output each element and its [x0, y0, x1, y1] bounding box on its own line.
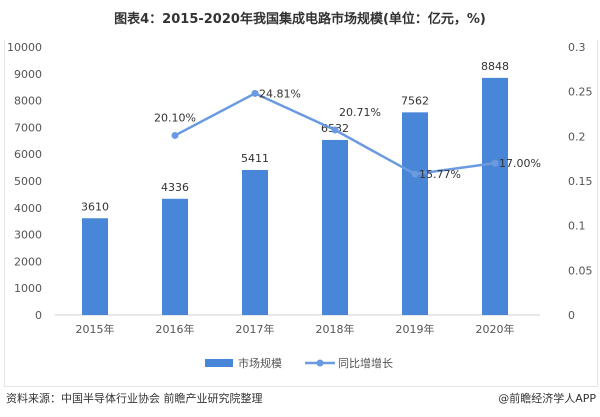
y-left-tick-label: 6000 — [14, 148, 42, 161]
line-data-label: 24.81% — [259, 87, 301, 100]
y-left-tick-label: 10000 — [7, 41, 42, 54]
bar-2019年 — [402, 112, 428, 315]
bar-data-label: 7562 — [401, 94, 429, 107]
bar-2016年 — [162, 198, 188, 315]
bar-data-label: 3610 — [81, 200, 109, 213]
y-right-tick-label: 0 — [568, 309, 575, 322]
bar-data-label: 5411 — [241, 152, 269, 165]
growth-point — [251, 89, 259, 97]
growth-point — [171, 131, 179, 139]
y-left-tick-label: 5000 — [14, 175, 42, 188]
chart: 0 1000 2000 3000 4000 5000 6000 7000 8000 9000 100… — [7, 41, 593, 370]
x-tick-label: 2015年 — [76, 322, 115, 336]
bar-2020年 — [482, 77, 508, 315]
line-data-label: 20.71% — [339, 106, 381, 119]
legend-line-marker — [316, 359, 324, 367]
chart-frame — [4, 40, 598, 387]
source-note: 资料来源：中国半导体行业协会 前瞻产业研究院整理 — [6, 392, 263, 405]
x-tick-label: 2017年 — [236, 322, 275, 336]
legend-line-label: 同比增增长 — [338, 356, 393, 370]
line-data-label: 20.10% — [154, 111, 196, 124]
y-right-tick-label: 0.15 — [568, 175, 593, 188]
y-right-tick-label: 0.1 — [568, 220, 586, 233]
x-tick-label: 2018年 — [316, 322, 355, 336]
bar-data-label: 8848 — [481, 60, 509, 73]
legend-bar-swatch — [205, 359, 233, 367]
bar-2017年 — [242, 169, 268, 315]
y-left-tick-label: 9000 — [14, 68, 42, 81]
x-tick-label: 2019年 — [396, 322, 435, 336]
growth-point — [411, 170, 419, 178]
brand-credit: @前瞻经济学人APP — [498, 392, 596, 405]
x-tick-label: 2016年 — [156, 322, 195, 336]
y-right-tick-label: 0.25 — [568, 86, 593, 99]
y-right-tick-label: 0.3 — [568, 41, 586, 54]
y-right-tick-label: 0.2 — [568, 130, 586, 143]
y-left-tick-label: 1000 — [14, 282, 42, 295]
y-right-tick-label: 0.05 — [568, 264, 593, 277]
bar-data-label: 4336 — [161, 181, 189, 194]
y-left-tick-label: 8000 — [14, 95, 42, 108]
legend-bar-label: 市场规模 — [238, 356, 282, 370]
growth-point — [491, 159, 499, 167]
y-left-tick-label: 4000 — [14, 202, 42, 215]
y-left-tick-label: 7000 — [14, 121, 42, 134]
y-left-tick-label: 0 — [35, 309, 42, 322]
line-data-label: 15.77% — [419, 168, 461, 181]
chart-title: 图表4：2015-2020年我国集成电路市场规模(单位：亿元，%) — [114, 12, 486, 27]
bar-2015年 — [82, 218, 108, 315]
growth-point — [331, 126, 339, 134]
line-data-label: 17.00% — [499, 157, 541, 170]
y-left-tick-label: 3000 — [14, 229, 42, 242]
bar-2018年 — [322, 139, 348, 315]
x-tick-label: 2020年 — [476, 322, 515, 336]
y-left-tick-label: 2000 — [14, 255, 42, 268]
